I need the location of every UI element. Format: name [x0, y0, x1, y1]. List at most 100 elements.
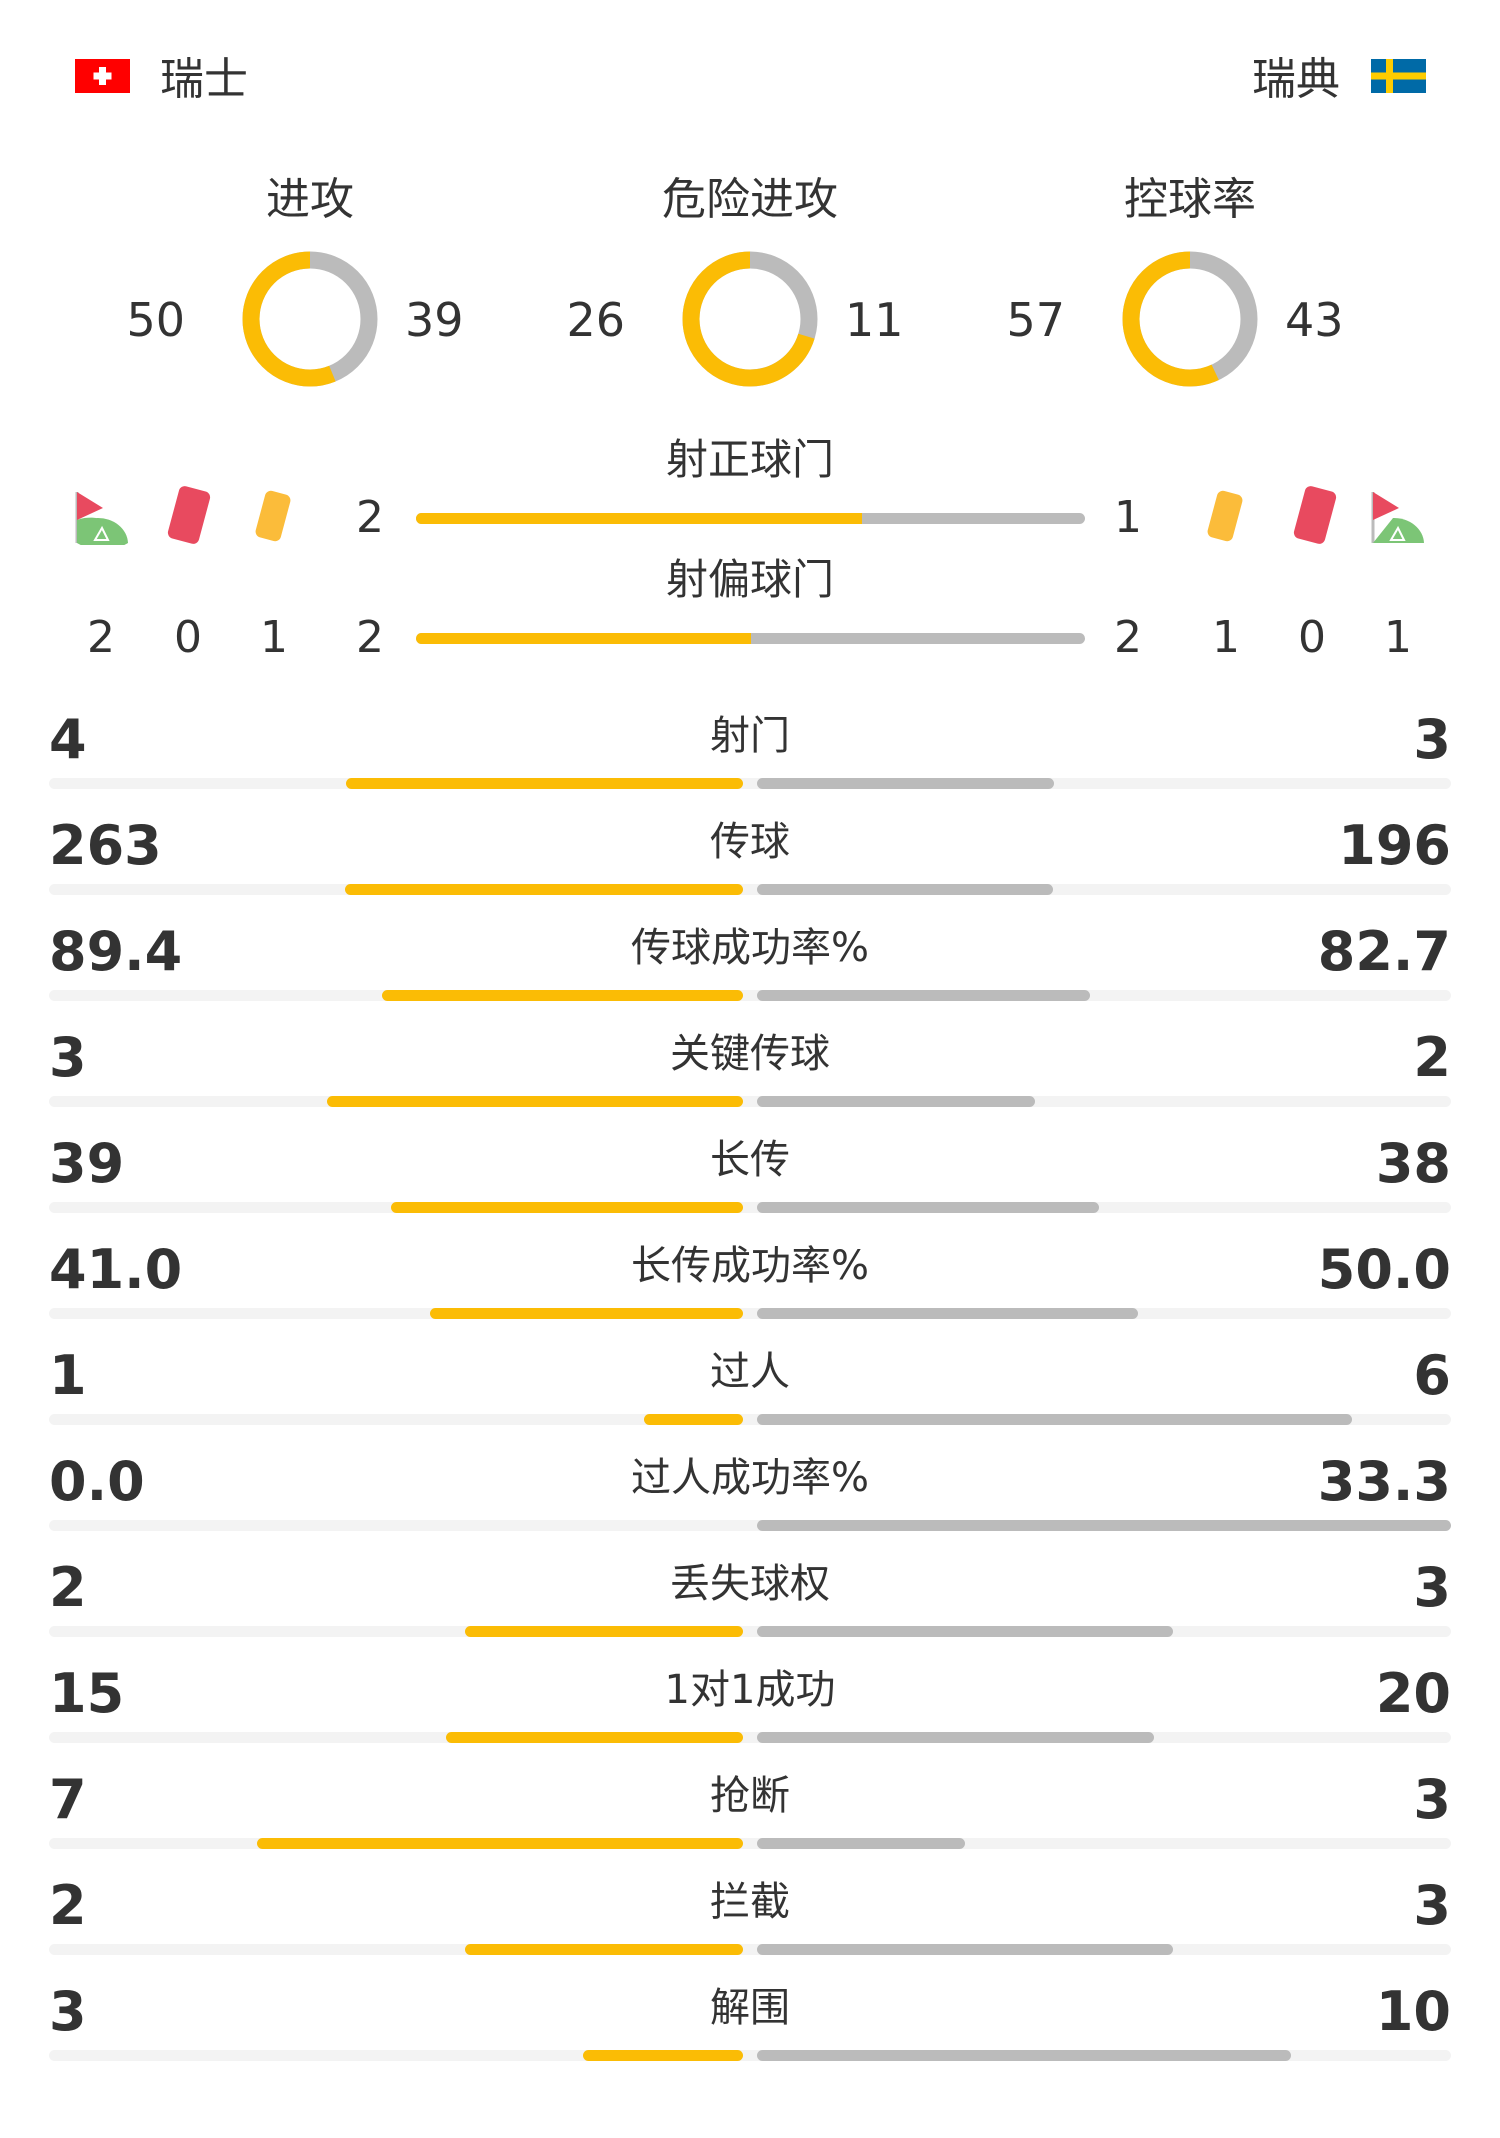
donut-title: 危险进攻 [662, 174, 838, 225]
stat-row: 7 抢断 3 [49, 1768, 1451, 1874]
stat-away-bar [757, 1838, 966, 1849]
corner-flag-icon [1371, 490, 1426, 545]
stat-away-bar [757, 1732, 1154, 1743]
stat-away-value: 10 [1375, 1980, 1451, 2043]
stat-away-value: 196 [1338, 814, 1451, 877]
home-yellow-cards: 1 [260, 612, 288, 663]
donut-home-arc [242, 251, 378, 387]
stat-away-value: 82.7 [1317, 920, 1451, 983]
off-target-label: 射偏球门 [665, 555, 834, 604]
stat-label: 抢断 [710, 1773, 790, 1819]
stat-row: 41.0 长传成功率% 50.0 [49, 1238, 1451, 1344]
stat-home-value: 3 [49, 1026, 87, 1089]
stat-away-bar [757, 1308, 1139, 1319]
stat-label: 1对1成功 [664, 1667, 836, 1713]
stat-row: 89.4 传球成功率% 82.7 [49, 920, 1451, 1026]
stat-label: 丢失球权 [670, 1561, 830, 1607]
stat-track [49, 1202, 1451, 1213]
stat-row: 263 传球 196 [49, 814, 1451, 920]
stat-away-value: 33.3 [1317, 1450, 1451, 1513]
donut-title: 控球率 [1124, 174, 1256, 225]
stat-away-bar [757, 884, 1054, 895]
on-target-home-fill [416, 513, 862, 524]
stat-home-bar [382, 990, 743, 1001]
stat-track [49, 1096, 1451, 1107]
donut-home-value: 57 [1006, 293, 1065, 347]
stat-away-bar [757, 1626, 1174, 1637]
away-yellow-cards: 1 [1212, 612, 1240, 663]
stat-row: 3 关键传球 2 [49, 1026, 1451, 1132]
stat-home-bar [643, 1414, 743, 1425]
donut-chart [240, 249, 380, 389]
stat-away-value: 3 [1413, 1556, 1451, 1619]
stat-track [49, 990, 1451, 1001]
red-card-icon [1287, 484, 1342, 549]
off-target-bar [416, 633, 1085, 644]
home-corners: 2 [87, 612, 115, 663]
donut-away-value: 43 [1285, 293, 1344, 347]
donut-home-arc [682, 251, 818, 387]
stat-label: 射门 [710, 713, 790, 759]
stat-row: 3 解围 10 [49, 1980, 1451, 2086]
donut-home-arc [1122, 251, 1258, 387]
stat-home-value: 89.4 [49, 920, 183, 983]
stat-home-value: 39 [49, 1132, 125, 1195]
stat-away-bar [757, 1520, 1451, 1531]
stat-track [49, 1308, 1451, 1319]
stat-track [49, 1520, 1451, 1531]
stat-home-bar [345, 884, 743, 895]
corner-flag-icon [75, 490, 130, 545]
stat-track [49, 1944, 1451, 1955]
stat-away-bar [757, 2050, 1291, 2061]
stat-label: 过人 [710, 1349, 790, 1395]
stat-home-value: 1 [49, 1344, 87, 1407]
sweden-flag-icon [1371, 59, 1426, 93]
away-corners: 1 [1384, 612, 1412, 663]
stat-home-value: 15 [49, 1662, 125, 1725]
stat-track [49, 1414, 1451, 1425]
stat-label: 传球 [710, 819, 790, 865]
away-red-cards: 0 [1298, 612, 1326, 663]
stat-away-bar [757, 1096, 1035, 1107]
away-off-target: 2 [1114, 612, 1142, 663]
stat-away-value: 50.0 [1317, 1238, 1451, 1301]
stat-row: 39 长传 38 [49, 1132, 1451, 1238]
stat-track [49, 884, 1451, 895]
stat-label: 拦截 [710, 1879, 790, 1925]
switzerland-flag-icon [75, 59, 130, 93]
stat-away-value: 38 [1375, 1132, 1451, 1195]
stat-home-bar [465, 1626, 743, 1637]
stat-home-bar [465, 1944, 743, 1955]
red-card-icon [161, 484, 216, 549]
stat-away-value: 20 [1375, 1662, 1451, 1725]
stat-away-bar [757, 778, 1055, 789]
home-team-name: 瑞士 [160, 54, 248, 105]
donut-chart [1120, 249, 1260, 389]
donut-away-value: 39 [405, 293, 464, 347]
stat-track [49, 778, 1451, 789]
stat-label: 长传 [710, 1137, 790, 1183]
stat-label: 长传成功率% [630, 1243, 869, 1289]
on-target-bar [416, 513, 1085, 524]
stat-away-bar [757, 1202, 1100, 1213]
home-off-target: 2 [356, 612, 384, 663]
away-team-name: 瑞典 [1252, 54, 1340, 105]
stat-home-bar [582, 2050, 743, 2061]
stat-track [49, 1732, 1451, 1743]
stat-away-value: 3 [1413, 1768, 1451, 1831]
donut-chart [680, 249, 820, 389]
stat-home-bar [391, 1202, 743, 1213]
stat-home-bar [326, 1096, 743, 1107]
stat-away-value: 2 [1413, 1026, 1451, 1089]
stat-row: 0.0 过人成功率% 33.3 [49, 1450, 1451, 1556]
stat-label: 过人成功率% [630, 1455, 869, 1501]
stat-away-bar [757, 990, 1091, 1001]
yellow-card-icon [1200, 488, 1250, 548]
home-red-cards: 0 [174, 612, 202, 663]
stat-row: 2 拦截 3 [49, 1874, 1451, 1980]
donut-away-value: 11 [845, 293, 904, 347]
stat-row: 1 过人 6 [49, 1344, 1451, 1450]
stat-home-bar [257, 1838, 743, 1849]
stat-home-bar [430, 1308, 743, 1319]
stat-away-value: 6 [1413, 1344, 1451, 1407]
